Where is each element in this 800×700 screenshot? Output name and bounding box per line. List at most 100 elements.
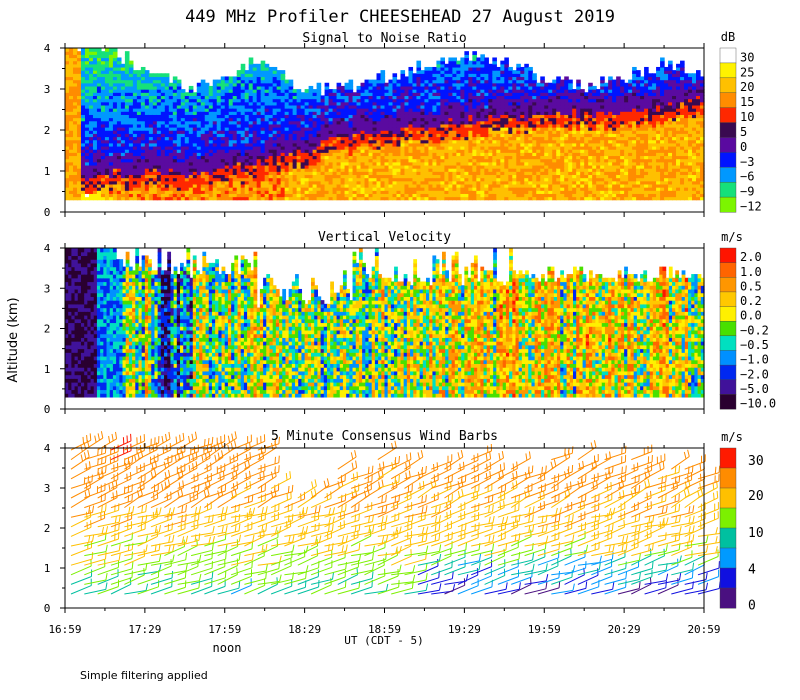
snr-cell: [228, 82, 234, 87]
snr-cell: [432, 196, 438, 201]
snr-cell: [460, 142, 465, 147]
snr-cell: [488, 98, 493, 103]
snr-cell: [332, 193, 338, 198]
snr-cell: [412, 127, 418, 131]
snr-cell: [392, 73, 398, 78]
snr-cell: [536, 133, 541, 138]
snr-cell: [268, 177, 274, 182]
snr-cell: [392, 190, 398, 194]
snr-cell: [212, 120, 218, 125]
snr-cell: [268, 120, 274, 125]
snr-cell: [340, 142, 346, 147]
snr-cell: [220, 139, 226, 144]
snr-cell: [200, 133, 206, 138]
snr-cell: [456, 155, 461, 160]
snr-cell: [476, 136, 481, 141]
snr-cell: [500, 85, 505, 90]
snr-cell: [256, 152, 262, 157]
snr-cell: [308, 130, 314, 134]
snr-cell: [388, 120, 394, 125]
snr-cell: [316, 123, 322, 128]
snr-cell: [172, 171, 178, 176]
snr-cell: [108, 60, 114, 65]
snr-cell: [268, 70, 274, 74]
snr-cell: [500, 193, 505, 198]
snr-cell: [468, 196, 473, 201]
snr-cell: [420, 120, 426, 125]
snr-cell: [352, 193, 358, 198]
snr-cell: [448, 79, 453, 84]
snr-cell: [300, 108, 306, 112]
snr-cell: [92, 180, 98, 185]
snr-cell: [108, 85, 114, 90]
snr-cell: [388, 193, 394, 198]
snr-cell: [508, 168, 513, 172]
snr-cell: [88, 70, 94, 74]
snr-cell: [224, 98, 230, 103]
snr-cell: [476, 117, 481, 122]
snr-cell: [264, 66, 270, 71]
snr-cell: [256, 95, 262, 100]
snr-cell: [368, 117, 374, 122]
snr-cell: [372, 164, 378, 169]
snr-cell: [72, 168, 78, 172]
snr-cell: [108, 174, 114, 179]
snr-cell: [288, 89, 294, 93]
snr-cell: [352, 145, 358, 150]
snr-cell: [184, 101, 190, 106]
snr-cell: [68, 193, 74, 198]
snr-cell: [196, 152, 202, 157]
snr-cell: [292, 130, 298, 134]
snr-cell: [84, 85, 90, 90]
snr-cell: [148, 104, 154, 109]
snr-cell: [504, 142, 509, 147]
snr-cell: [208, 89, 214, 93]
snr-cell: [508, 187, 513, 191]
snr-cell: [144, 95, 150, 100]
snr-cell: [348, 193, 354, 198]
snr-cell: [396, 130, 402, 134]
snr-cell: [220, 171, 226, 176]
snr-cell: [124, 54, 130, 59]
snr-cell: [412, 82, 418, 87]
snr-cell: [520, 136, 525, 141]
snr-cell: [444, 139, 449, 144]
snr-cell: [248, 155, 254, 160]
snr-cell: [460, 104, 465, 109]
snr-cell: [220, 117, 226, 122]
snr-cell: [152, 152, 158, 157]
snr-cell: [72, 177, 78, 182]
snr-cell: [480, 98, 485, 103]
snr-cell: [544, 117, 549, 122]
snr-cell: [80, 117, 86, 122]
snr-cell: [408, 117, 414, 122]
snr-cell: [212, 193, 218, 198]
snr-cell: [200, 79, 206, 84]
snr-cell: [352, 130, 358, 134]
snr-cell: [136, 193, 142, 198]
snr-cell: [208, 85, 214, 90]
snr-cell: [412, 187, 418, 191]
snr-cell: [348, 142, 354, 147]
snr-cell: [340, 92, 346, 97]
snr-cell: [268, 133, 274, 138]
snr-cell: [236, 117, 242, 122]
snr-cell: [188, 171, 194, 176]
snr-cell: [524, 76, 529, 81]
snr-cell: [164, 158, 170, 163]
snr-cell: [212, 177, 218, 182]
snr-cell: [124, 82, 130, 87]
snr-cell: [124, 114, 130, 119]
snr-cell: [472, 120, 477, 125]
snr-cell: [412, 183, 418, 188]
snr-cell: [248, 79, 254, 84]
snr-cell: [512, 136, 517, 141]
snr-cell: [252, 196, 258, 201]
snr-cell: [412, 104, 418, 109]
snr-cell: [100, 196, 106, 201]
snr-cell: [380, 79, 386, 84]
snr-cell: [336, 164, 342, 169]
snr-cell: [472, 174, 477, 179]
snr-cell: [84, 101, 90, 106]
snr-cell: [248, 142, 254, 147]
